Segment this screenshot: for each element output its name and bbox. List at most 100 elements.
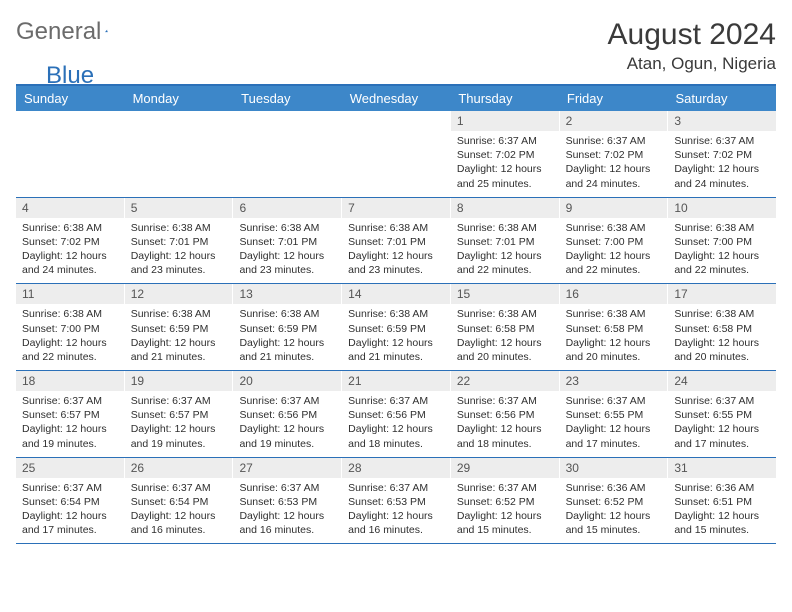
day-number: [233, 111, 341, 131]
day-cell: 15Sunrise: 6:38 AMSunset: 6:58 PMDayligh…: [451, 284, 560, 370]
dow-cell: Wednesday: [342, 86, 451, 111]
calendar-grid: SundayMondayTuesdayWednesdayThursdayFrid…: [16, 84, 776, 544]
day-cell: 22Sunrise: 6:37 AMSunset: 6:56 PMDayligh…: [451, 371, 560, 457]
day-body: Sunrise: 6:37 AMSunset: 7:02 PMDaylight:…: [560, 131, 668, 197]
day-body: Sunrise: 6:38 AMSunset: 6:58 PMDaylight:…: [451, 304, 559, 370]
title-block: August 2024 Atan, Ogun, Nigeria: [608, 18, 776, 74]
day-cell: 31Sunrise: 6:36 AMSunset: 6:51 PMDayligh…: [668, 458, 776, 544]
day-number: 14: [342, 284, 450, 304]
day-body: Sunrise: 6:38 AMSunset: 6:59 PMDaylight:…: [233, 304, 341, 370]
day-number: 12: [125, 284, 233, 304]
day-number: 31: [668, 458, 776, 478]
dow-cell: Saturday: [667, 86, 776, 111]
day-body: Sunrise: 6:37 AMSunset: 6:56 PMDaylight:…: [342, 391, 450, 457]
day-cell: 28Sunrise: 6:37 AMSunset: 6:53 PMDayligh…: [342, 458, 451, 544]
day-number: 8: [451, 198, 559, 218]
day-number: [342, 111, 450, 131]
day-cell: 23Sunrise: 6:37 AMSunset: 6:55 PMDayligh…: [560, 371, 669, 457]
day-cell: 4Sunrise: 6:38 AMSunset: 7:02 PMDaylight…: [16, 198, 125, 284]
location-text: Atan, Ogun, Nigeria: [608, 54, 776, 74]
week-row: 1Sunrise: 6:37 AMSunset: 7:02 PMDaylight…: [16, 111, 776, 198]
day-body: Sunrise: 6:38 AMSunset: 7:01 PMDaylight:…: [233, 218, 341, 284]
day-cell: 5Sunrise: 6:38 AMSunset: 7:01 PMDaylight…: [125, 198, 234, 284]
day-cell: 10Sunrise: 6:38 AMSunset: 7:00 PMDayligh…: [668, 198, 776, 284]
week-row: 4Sunrise: 6:38 AMSunset: 7:02 PMDaylight…: [16, 198, 776, 285]
day-body: Sunrise: 6:37 AMSunset: 6:55 PMDaylight:…: [668, 391, 776, 457]
day-number: 19: [125, 371, 233, 391]
day-cell: 29Sunrise: 6:37 AMSunset: 6:52 PMDayligh…: [451, 458, 560, 544]
day-body: Sunrise: 6:37 AMSunset: 6:56 PMDaylight:…: [451, 391, 559, 457]
day-body: Sunrise: 6:37 AMSunset: 6:55 PMDaylight:…: [560, 391, 668, 457]
day-cell: 11Sunrise: 6:38 AMSunset: 7:00 PMDayligh…: [16, 284, 125, 370]
day-number: 9: [560, 198, 668, 218]
day-cell: 17Sunrise: 6:38 AMSunset: 6:58 PMDayligh…: [668, 284, 776, 370]
day-body: Sunrise: 6:38 AMSunset: 7:00 PMDaylight:…: [16, 304, 124, 370]
dow-cell: Monday: [125, 86, 234, 111]
day-body: Sunrise: 6:38 AMSunset: 7:01 PMDaylight:…: [342, 218, 450, 284]
day-cell: [16, 111, 125, 197]
day-body: [125, 131, 233, 193]
week-row: 11Sunrise: 6:38 AMSunset: 7:00 PMDayligh…: [16, 284, 776, 371]
day-cell: 20Sunrise: 6:37 AMSunset: 6:56 PMDayligh…: [233, 371, 342, 457]
day-body: Sunrise: 6:38 AMSunset: 7:01 PMDaylight:…: [451, 218, 559, 284]
day-body: Sunrise: 6:38 AMSunset: 7:00 PMDaylight:…: [668, 218, 776, 284]
day-cell: 1Sunrise: 6:37 AMSunset: 7:02 PMDaylight…: [451, 111, 560, 197]
day-cell: [233, 111, 342, 197]
sail-icon: [105, 22, 108, 40]
day-cell: 8Sunrise: 6:38 AMSunset: 7:01 PMDaylight…: [451, 198, 560, 284]
day-cell: 14Sunrise: 6:38 AMSunset: 6:59 PMDayligh…: [342, 284, 451, 370]
day-number: 28: [342, 458, 450, 478]
day-body: Sunrise: 6:38 AMSunset: 6:59 PMDaylight:…: [125, 304, 233, 370]
day-number: 30: [560, 458, 668, 478]
day-body: Sunrise: 6:37 AMSunset: 6:52 PMDaylight:…: [451, 478, 559, 544]
day-number: 29: [451, 458, 559, 478]
day-cell: 26Sunrise: 6:37 AMSunset: 6:54 PMDayligh…: [125, 458, 234, 544]
day-number: 3: [668, 111, 776, 131]
day-number: 17: [668, 284, 776, 304]
day-body: Sunrise: 6:38 AMSunset: 7:00 PMDaylight:…: [560, 218, 668, 284]
month-title: August 2024: [608, 18, 776, 52]
day-body: Sunrise: 6:37 AMSunset: 7:02 PMDaylight:…: [451, 131, 559, 197]
calendar-page: General August 2024 Atan, Ogun, Nigeria …: [0, 0, 792, 612]
dow-cell: Thursday: [450, 86, 559, 111]
day-number: [125, 111, 233, 131]
brand-word-2: Blue: [46, 62, 94, 90]
day-number: 18: [16, 371, 124, 391]
day-body: Sunrise: 6:37 AMSunset: 6:56 PMDaylight:…: [233, 391, 341, 457]
day-cell: 3Sunrise: 6:37 AMSunset: 7:02 PMDaylight…: [668, 111, 776, 197]
day-cell: 16Sunrise: 6:38 AMSunset: 6:58 PMDayligh…: [560, 284, 669, 370]
day-body: Sunrise: 6:38 AMSunset: 7:01 PMDaylight:…: [125, 218, 233, 284]
day-number: 2: [560, 111, 668, 131]
day-cell: 21Sunrise: 6:37 AMSunset: 6:56 PMDayligh…: [342, 371, 451, 457]
day-body: Sunrise: 6:37 AMSunset: 6:57 PMDaylight:…: [125, 391, 233, 457]
day-number: 15: [451, 284, 559, 304]
day-number: 4: [16, 198, 124, 218]
day-body: Sunrise: 6:37 AMSunset: 6:54 PMDaylight:…: [16, 478, 124, 544]
day-body: Sunrise: 6:38 AMSunset: 7:02 PMDaylight:…: [16, 218, 124, 284]
page-header: General August 2024 Atan, Ogun, Nigeria: [16, 18, 776, 74]
brand-word-1: General: [16, 18, 101, 46]
day-cell: 13Sunrise: 6:38 AMSunset: 6:59 PMDayligh…: [233, 284, 342, 370]
day-number: 10: [668, 198, 776, 218]
day-number: 1: [451, 111, 559, 131]
day-body: Sunrise: 6:37 AMSunset: 6:53 PMDaylight:…: [233, 478, 341, 544]
day-body: Sunrise: 6:36 AMSunset: 6:51 PMDaylight:…: [668, 478, 776, 544]
day-body: Sunrise: 6:37 AMSunset: 6:53 PMDaylight:…: [342, 478, 450, 544]
day-body: Sunrise: 6:38 AMSunset: 6:58 PMDaylight:…: [668, 304, 776, 370]
day-cell: 19Sunrise: 6:37 AMSunset: 6:57 PMDayligh…: [125, 371, 234, 457]
day-cell: 6Sunrise: 6:38 AMSunset: 7:01 PMDaylight…: [233, 198, 342, 284]
day-body: Sunrise: 6:37 AMSunset: 6:54 PMDaylight:…: [125, 478, 233, 544]
day-cell: 27Sunrise: 6:37 AMSunset: 6:53 PMDayligh…: [233, 458, 342, 544]
day-cell: 2Sunrise: 6:37 AMSunset: 7:02 PMDaylight…: [560, 111, 669, 197]
day-number: 6: [233, 198, 341, 218]
day-body: [342, 131, 450, 193]
day-cell: [342, 111, 451, 197]
day-cell: [125, 111, 234, 197]
day-number: 7: [342, 198, 450, 218]
day-cell: 24Sunrise: 6:37 AMSunset: 6:55 PMDayligh…: [668, 371, 776, 457]
day-cell: 9Sunrise: 6:38 AMSunset: 7:00 PMDaylight…: [560, 198, 669, 284]
dow-cell: Tuesday: [233, 86, 342, 111]
day-cell: 7Sunrise: 6:38 AMSunset: 7:01 PMDaylight…: [342, 198, 451, 284]
day-number: 20: [233, 371, 341, 391]
day-body: [16, 131, 124, 193]
